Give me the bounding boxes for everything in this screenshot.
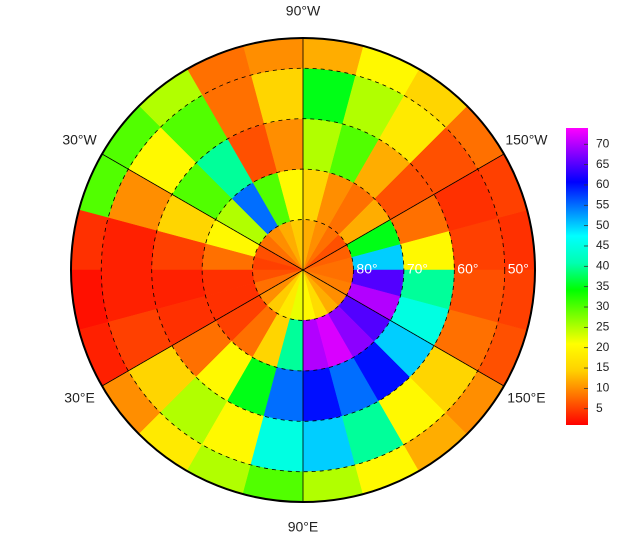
colorbar-label: 5	[596, 401, 603, 415]
lat-circle	[252, 219, 354, 321]
lon-label: 150°W	[505, 132, 548, 148]
colorbar-label: 25	[596, 320, 610, 334]
lat-label: 70°	[407, 261, 428, 277]
colorbar-scale	[566, 128, 588, 425]
lon-label: 150°E	[507, 390, 545, 406]
lon-label: 30°W	[62, 132, 97, 148]
lon-label: 90°E	[288, 519, 319, 535]
colorbar: 5 10 15 20 25 30 35 40 45 50 55 60 65 70	[566, 128, 610, 425]
lon-label: 90°W	[286, 3, 321, 19]
colorbar-label: 20	[596, 340, 610, 354]
colorbar-label: 50	[596, 218, 610, 232]
graticule	[70, 37, 536, 503]
lat-label: 80°	[356, 261, 377, 277]
colorbar-label: 30	[596, 299, 610, 313]
colorbar-label: 55	[596, 197, 610, 211]
colorbar-label: 15	[596, 360, 610, 374]
colorbar-label: 35	[596, 279, 610, 293]
colorbar-label: 70	[596, 136, 610, 150]
lat-circle	[100, 67, 506, 473]
lat-label: 60°	[457, 261, 478, 277]
map-labels: 80° 70° 60° 50° 90°W 30°W 150°W 30°E 150°E 90°E	[62, 3, 548, 535]
colorbar-label: 40	[596, 259, 610, 273]
colorbar-label: 10	[596, 381, 610, 395]
colorbar-label: 60	[596, 177, 610, 191]
colorbar-label: 45	[596, 238, 610, 252]
colorbar-label: 65	[596, 157, 610, 171]
lat-label: 50°	[508, 261, 529, 277]
lon-label: 30°E	[64, 390, 95, 406]
